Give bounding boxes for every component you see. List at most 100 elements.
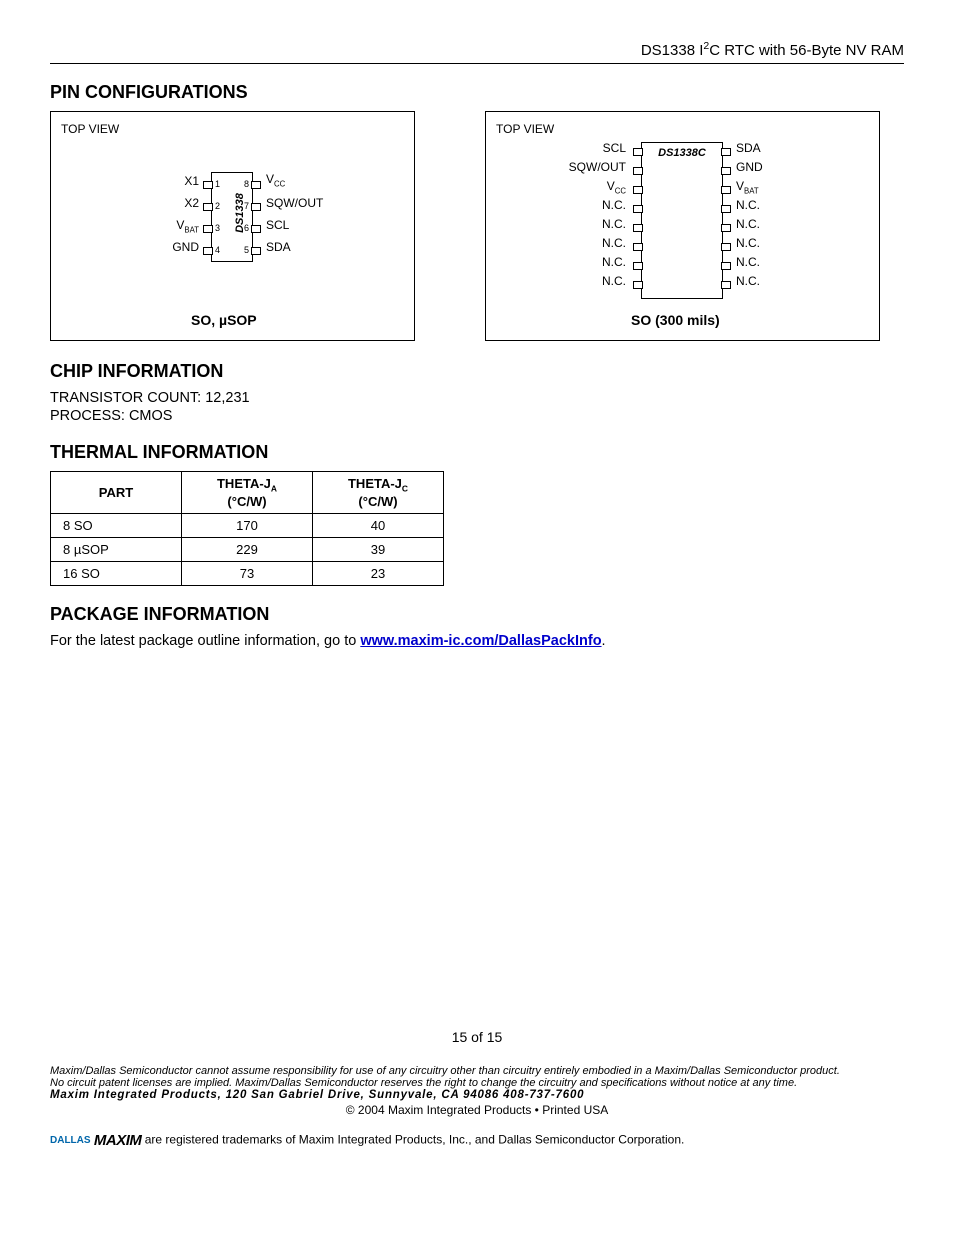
pin-marker <box>633 167 643 175</box>
cell: 8 SO <box>51 513 182 537</box>
pin-label: N.C. <box>736 217 760 231</box>
pin-num: 6 <box>244 223 249 233</box>
pin-configurations-row: TOP VIEW DS1338 1 2 3 4 8 7 6 5 X1 X2 VB… <box>50 111 904 341</box>
footer-disclaimer-1: Maxim/Dallas Semiconductor cannot assume… <box>50 1065 904 1077</box>
top-view-label: TOP VIEW <box>61 122 404 136</box>
cell: 73 <box>182 561 313 585</box>
pin-marker <box>251 181 261 189</box>
cell: 16 SO <box>51 561 182 585</box>
pin-marker <box>633 224 643 232</box>
dallas-logo-icon: DALLAS <box>50 1135 91 1146</box>
page-footer: Maxim/Dallas Semiconductor cannot assume… <box>50 1065 904 1149</box>
pin-marker <box>633 262 643 270</box>
pkginfo-prefix: For the latest package outline informati… <box>50 633 360 649</box>
package-name-8: SO, µSOP <box>191 312 257 328</box>
pin-marker <box>633 186 643 194</box>
pin-marker <box>721 262 731 270</box>
pin-label: X1 <box>184 174 199 188</box>
pin-num: 7 <box>244 201 249 211</box>
pin-label: N.C. <box>736 198 760 212</box>
pin-label: VBAT <box>176 218 199 234</box>
cell: 40 <box>313 513 444 537</box>
heading-pin-configurations: PIN CONFIGURATIONS <box>50 82 904 103</box>
pin-marker <box>721 148 731 156</box>
footer-trademark: DALLAS MAXIM are registered trademarks o… <box>50 1132 904 1149</box>
pin-diagram-16pin: TOP VIEW DS1338C SCL SQW/OUT VCC N.C. <box>485 111 880 341</box>
chip-body-8: DS1338 1 2 3 4 8 7 6 5 <box>211 172 253 262</box>
pin-label: SQW/OUT <box>569 160 626 174</box>
table-row: 8 µSOP 229 39 <box>51 537 444 561</box>
thermal-table: PART THETA-JA(°C/W) THETA-JC(°C/W) 8 SO … <box>50 471 444 586</box>
pin-marker <box>203 203 213 211</box>
page-number: 15 of 15 <box>50 1029 904 1045</box>
pin-marker <box>721 186 731 194</box>
pin-marker <box>633 148 643 156</box>
pin-num: 4 <box>215 245 220 255</box>
cell: 229 <box>182 537 313 561</box>
pin-marker <box>251 247 261 255</box>
heading-chip-info: CHIP INFORMATION <box>50 361 904 382</box>
footer-address: Maxim Integrated Products, 120 San Gabri… <box>50 1089 904 1101</box>
col-header: THETA-JC(°C/W) <box>313 472 444 514</box>
pin-marker <box>203 181 213 189</box>
pin-label: SDA <box>266 240 291 254</box>
col-header: PART <box>51 472 182 514</box>
transistor-count: TRANSISTOR COUNT: 12,231 <box>50 390 904 406</box>
pin-label: SDA <box>736 141 761 155</box>
maxim-logo-icon: MAXIM <box>94 1132 142 1149</box>
pin-label: GND <box>736 160 763 174</box>
footer-copyright: © 2004 Maxim Integrated Products • Print… <box>50 1103 904 1117</box>
pin-marker <box>251 203 261 211</box>
pin-label: N.C. <box>602 255 626 269</box>
pin-label: N.C. <box>736 236 760 250</box>
cell: 23 <box>313 561 444 585</box>
col-header: THETA-JA(°C/W) <box>182 472 313 514</box>
pin-marker <box>721 167 731 175</box>
process-type: PROCESS: CMOS <box>50 408 904 424</box>
pin-num: 5 <box>244 245 249 255</box>
pin-label: VBAT <box>736 179 759 195</box>
pin-num: 3 <box>215 223 220 233</box>
pin-label: SCL <box>266 218 289 232</box>
pin-marker <box>633 205 643 213</box>
pin-marker <box>721 243 731 251</box>
cell: 39 <box>313 537 444 561</box>
pin-label: VCC <box>607 179 626 195</box>
heading-thermal: THERMAL INFORMATION <box>50 442 904 463</box>
pin-marker <box>721 205 731 213</box>
pin-num: 2 <box>215 201 220 211</box>
chip-name-16: DS1338C <box>642 147 722 159</box>
heading-package-info: PACKAGE INFORMATION <box>50 604 904 625</box>
top-view-label: TOP VIEW <box>496 122 869 136</box>
pin-num: 8 <box>244 179 249 189</box>
pin-marker <box>251 225 261 233</box>
pin-label: SQW/OUT <box>266 196 323 210</box>
package-name-16: SO (300 mils) <box>631 312 720 328</box>
pin-num: 1 <box>215 179 220 189</box>
pin-label: N.C. <box>602 217 626 231</box>
pin-marker <box>203 247 213 255</box>
package-info-text: For the latest package outline informati… <box>50 633 904 649</box>
table-row: 8 SO 170 40 <box>51 513 444 537</box>
pin-marker <box>203 225 213 233</box>
pin-label: N.C. <box>602 236 626 250</box>
cell: 170 <box>182 513 313 537</box>
chip-body-16: DS1338C <box>641 142 723 299</box>
pin-label: N.C. <box>602 274 626 288</box>
pin-marker <box>721 281 731 289</box>
table-row: 16 SO 73 23 <box>51 561 444 585</box>
cell: 8 µSOP <box>51 537 182 561</box>
pin-marker <box>633 243 643 251</box>
pin-marker <box>721 224 731 232</box>
pin-marker <box>633 281 643 289</box>
pin-label: GND <box>172 240 199 254</box>
trademark-text: are registered trademarks of Maxim Integ… <box>141 1132 684 1146</box>
package-info-link[interactable]: www.maxim-ic.com/DallasPackInfo <box>360 633 601 649</box>
pin-label: N.C. <box>736 274 760 288</box>
pin-label: N.C. <box>736 255 760 269</box>
pin-label: SCL <box>603 141 626 155</box>
footer-disclaimer-2: No circuit patent licenses are implied. … <box>50 1077 904 1089</box>
page-header: DS1338 I2C RTC with 56-Byte NV RAM <box>50 40 904 64</box>
pin-label: X2 <box>184 196 199 210</box>
table-row: PART THETA-JA(°C/W) THETA-JC(°C/W) <box>51 472 444 514</box>
